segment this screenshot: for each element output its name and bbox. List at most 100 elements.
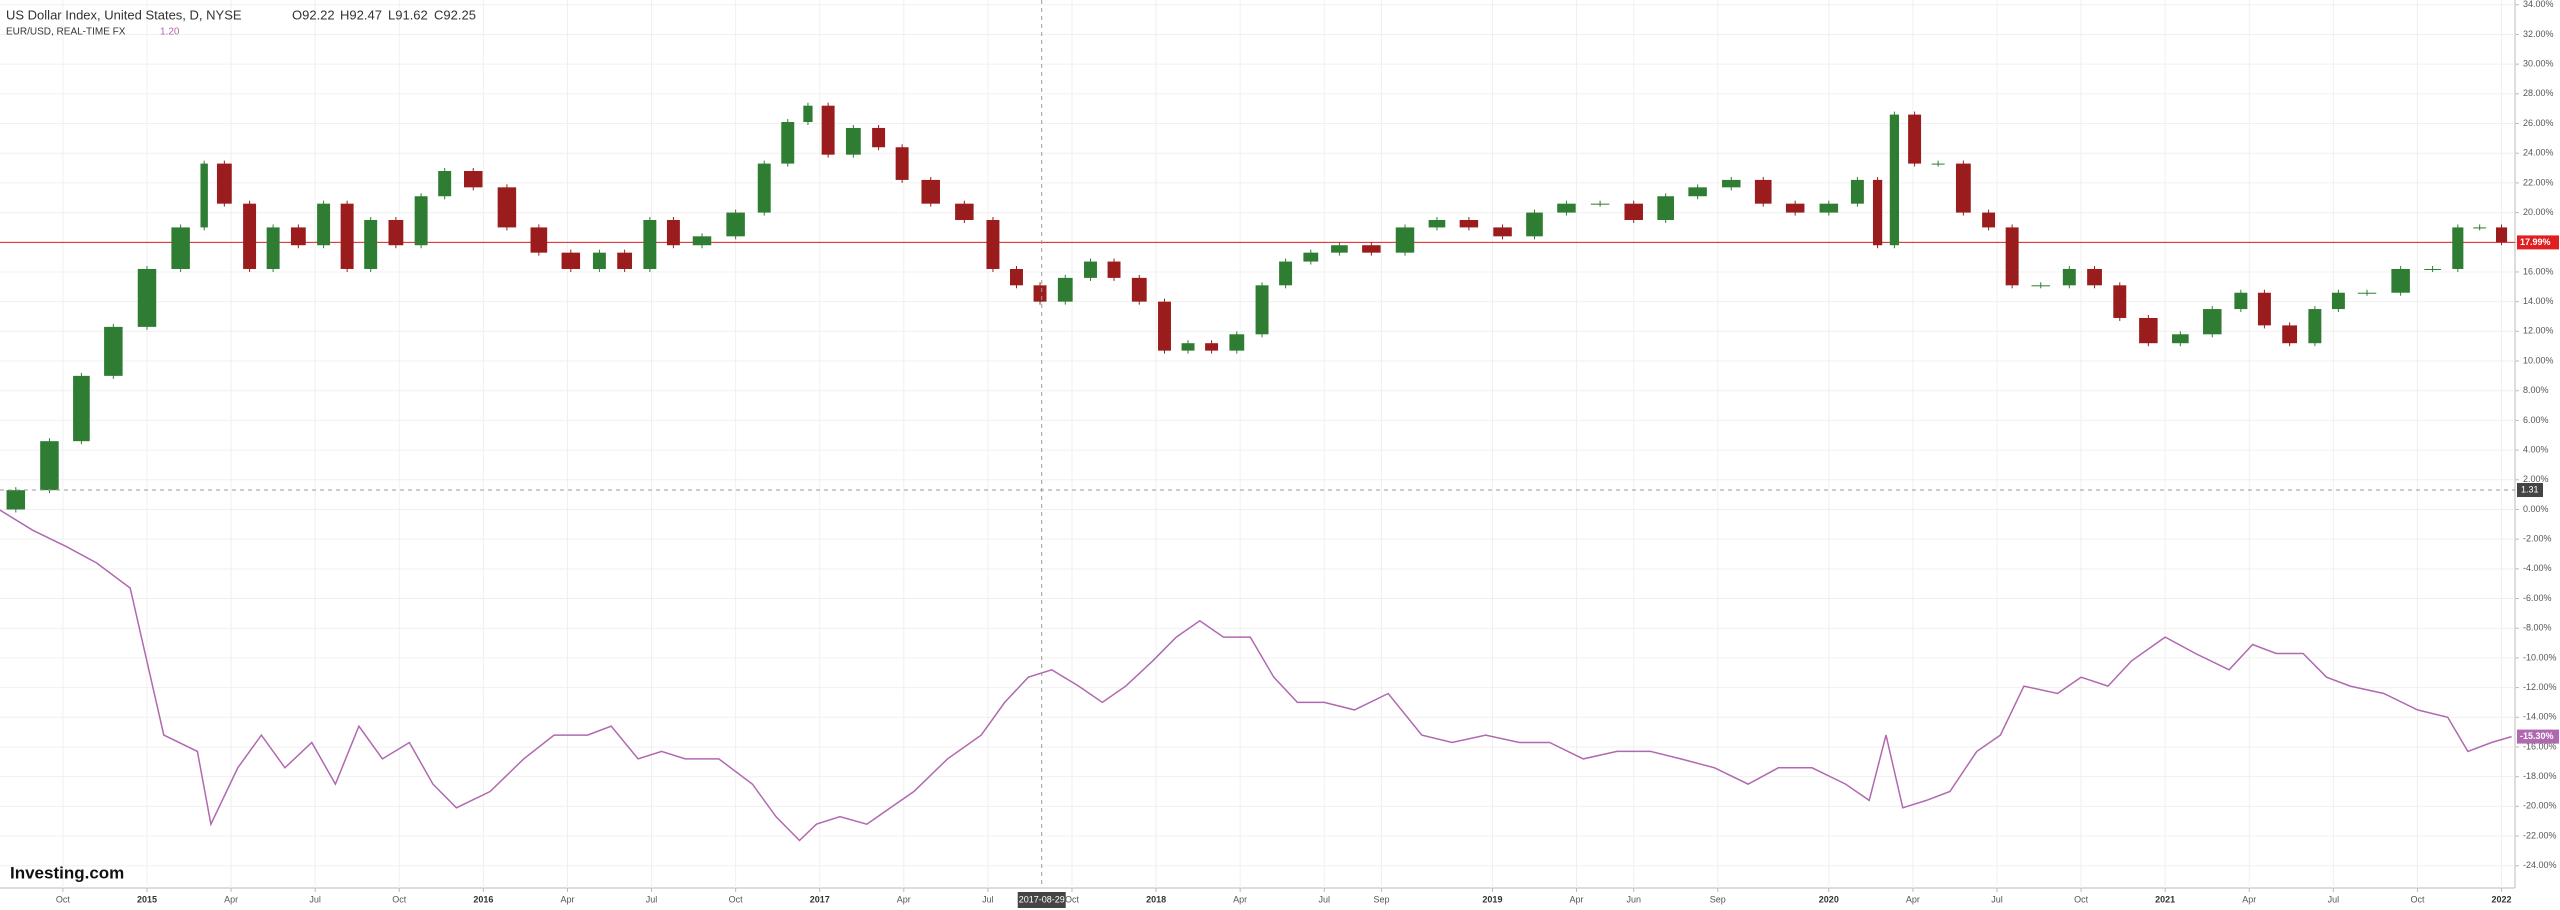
- x-tick-label: 2022: [2492, 894, 2512, 904]
- candle-body: [73, 375, 90, 442]
- candle-body: [1131, 277, 1147, 302]
- candle-body: [1279, 261, 1293, 286]
- candle-body: [592, 252, 606, 269]
- x-tick-label: Apr: [1233, 894, 1247, 904]
- candle-body: [1785, 203, 1805, 213]
- y-tick-label: -8.00%: [2523, 623, 2552, 633]
- candle-body: [2308, 309, 2322, 344]
- candle-body: [921, 179, 940, 204]
- crosshair-y-box: [2517, 483, 2543, 498]
- candle-body: [388, 219, 404, 246]
- y-tick-label: -24.00%: [2523, 860, 2557, 870]
- x-tick-label: Apr: [1906, 894, 1920, 904]
- candle-body: [1754, 179, 1772, 204]
- candle-body: [1033, 285, 1047, 302]
- x-tick-label: Apr: [560, 894, 574, 904]
- y-tick-label: -4.00%: [2523, 563, 2552, 573]
- candle-body: [2005, 227, 2019, 286]
- candle-body: [266, 227, 280, 269]
- candle-body: [1908, 114, 1922, 164]
- labels: 34.00% 32.00% 30.00% 28.00% 26.00% 24.00% 22.0…: [56, 0, 2559, 908]
- candle-body: [1590, 203, 1610, 205]
- candle-body: [464, 171, 483, 188]
- candle-body: [781, 122, 795, 164]
- x-tick-label: Apr: [2242, 894, 2256, 904]
- candle-body: [364, 219, 378, 269]
- x-tick-label: Apr: [224, 894, 238, 904]
- ohlc-close: C92.25: [434, 7, 476, 22]
- last-value-box: [2517, 729, 2559, 744]
- candle-body: [2495, 227, 2508, 243]
- last-value-label: 17.99%: [2520, 237, 2551, 247]
- y-tick-label: 20.00%: [2523, 207, 2554, 217]
- candle-body: [1872, 179, 1883, 246]
- candle-body: [666, 219, 680, 246]
- y-tick-label: 2.00%: [2523, 474, 2549, 484]
- candle-body: [1010, 268, 1023, 286]
- candle-body: [290, 227, 306, 246]
- candle-body: [2452, 227, 2464, 269]
- candle-body: [414, 196, 428, 246]
- x-tick-label: Jun: [1626, 894, 1641, 904]
- y-tick-label: 24.00%: [2523, 148, 2554, 158]
- x-tick-label: Apr: [1570, 894, 1584, 904]
- y-tick-label: 6.00%: [2523, 415, 2549, 425]
- y-tick-label: -6.00%: [2523, 593, 2552, 603]
- x-tick-label: 2020: [1819, 894, 1839, 904]
- ohlc-high: H92.47: [340, 7, 382, 22]
- last-value-label: -15.30%: [2520, 731, 2554, 741]
- candle-body: [1657, 196, 1675, 220]
- y-tick-label: 28.00%: [2523, 88, 2554, 98]
- x-tick-label: Jul: [982, 894, 994, 904]
- x-tick-label: Jul: [1991, 894, 2003, 904]
- candle-body: [243, 203, 257, 269]
- candle-body: [171, 227, 190, 269]
- candle-body: [1107, 261, 1121, 278]
- y-tick-label: -22.00%: [2523, 830, 2557, 840]
- candle-body: [2331, 292, 2345, 310]
- y-tick-label: 26.00%: [2523, 118, 2554, 128]
- y-tick-label: 12.00%: [2523, 326, 2554, 336]
- candle-body: [895, 147, 909, 180]
- candle-body: [1722, 179, 1741, 188]
- candle-body: [1850, 179, 1864, 204]
- candle-body: [1362, 245, 1381, 253]
- y-tick-label: -14.00%: [2523, 712, 2557, 722]
- x-tick-label: 2015: [137, 894, 157, 904]
- watermark: Investing.com: [10, 863, 124, 882]
- candle-body: [1057, 277, 1073, 302]
- candle-body: [1955, 163, 1971, 213]
- compare-name: EUR/USD, REAL-TIME FX: [6, 27, 126, 38]
- y-tick-label: 34.00%: [2523, 0, 2554, 9]
- x-tick-label: 2018: [1146, 894, 1166, 904]
- marks: [0, 0, 2515, 888]
- x-tick-label: Jul: [309, 894, 321, 904]
- candle-body: [821, 105, 835, 155]
- crosshair-x-box: [1017, 892, 1066, 908]
- y-tick-label: 0.00%: [2523, 504, 2549, 514]
- candle-body: [2424, 268, 2441, 270]
- candle-body: [1255, 285, 1269, 335]
- candle-body: [200, 163, 208, 228]
- candle-body: [757, 163, 771, 213]
- last-value-box: [2517, 235, 2559, 250]
- candle-body: [1158, 301, 1171, 351]
- y-tick-label: -10.00%: [2523, 652, 2557, 662]
- candle-body: [6, 490, 26, 510]
- candle-body: [2257, 292, 2271, 326]
- x-tick-label: Sep: [1710, 894, 1726, 904]
- y-tick-label: 10.00%: [2523, 355, 2554, 365]
- compare-line: [0, 509, 2512, 842]
- x-tick-label: 2019: [1482, 894, 1502, 904]
- candle-body: [1526, 212, 1543, 237]
- ohlc-open: O92.22: [292, 7, 335, 22]
- x-tick-label: Sep: [1373, 894, 1389, 904]
- candle-body: [643, 219, 657, 269]
- x-tick-label: Oct: [2074, 894, 2089, 904]
- candle-body: [1931, 163, 1945, 165]
- candle-body: [137, 268, 157, 327]
- y-tick-label: -18.00%: [2523, 771, 2557, 781]
